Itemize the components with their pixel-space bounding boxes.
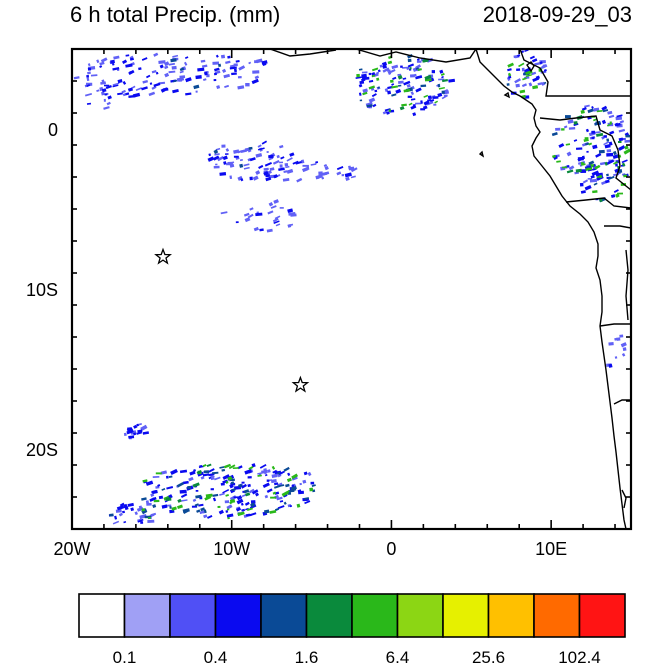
x-tick-label: 0 xyxy=(386,539,396,559)
coastline xyxy=(269,49,631,529)
colorbar-swatch xyxy=(123,593,171,638)
y-tick-label: 10S xyxy=(26,280,58,300)
colorbar-swatch xyxy=(442,593,490,638)
colorbar-swatch xyxy=(578,593,626,638)
colorbar-swatch xyxy=(169,593,217,638)
colorbar-swatch xyxy=(533,593,581,638)
colorbar-label: 6.4 xyxy=(386,648,410,667)
map-frame xyxy=(70,47,633,531)
colorbar-swatch xyxy=(78,593,126,638)
y-tick-label: 0 xyxy=(48,120,58,140)
x-tick-label: 10W xyxy=(213,539,250,559)
station-star-marker xyxy=(154,247,172,265)
colorbar-swatch xyxy=(260,593,308,638)
x-tick-label: 20W xyxy=(53,539,90,559)
precip-field xyxy=(73,49,631,525)
colorbar-label: 0.1 xyxy=(113,648,137,667)
x-tick-labels: 20W 10W 0 10E xyxy=(53,539,567,559)
colorbar-label: 102.4 xyxy=(558,648,601,667)
y-tick-labels: 0 10S 20S xyxy=(26,120,58,460)
colorbar-swatch xyxy=(351,593,399,638)
colorbar-label: 0.4 xyxy=(204,648,228,667)
y-tick-label: 20S xyxy=(26,440,58,460)
map-title: 6 h total Precip. (mm) xyxy=(70,2,281,27)
x-tick-label: 10E xyxy=(535,539,567,559)
axis-ticks xyxy=(71,48,631,530)
colorbar-label: 1.6 xyxy=(295,648,319,667)
station-star-marker xyxy=(291,375,310,393)
colorbar-label: 25.6 xyxy=(472,648,505,667)
colorbar xyxy=(78,593,626,638)
colorbar-swatch xyxy=(396,593,444,638)
colorbar-swatch xyxy=(305,593,353,638)
station-markers xyxy=(154,247,310,393)
colorbar-swatch xyxy=(214,593,262,638)
map-timestamp: 2018-09-29_03 xyxy=(482,2,632,27)
colorbar-swatch xyxy=(487,593,535,638)
colorbar-labels: 0.1 0.4 1.6 6.4 25.6 102.4 xyxy=(113,648,601,667)
